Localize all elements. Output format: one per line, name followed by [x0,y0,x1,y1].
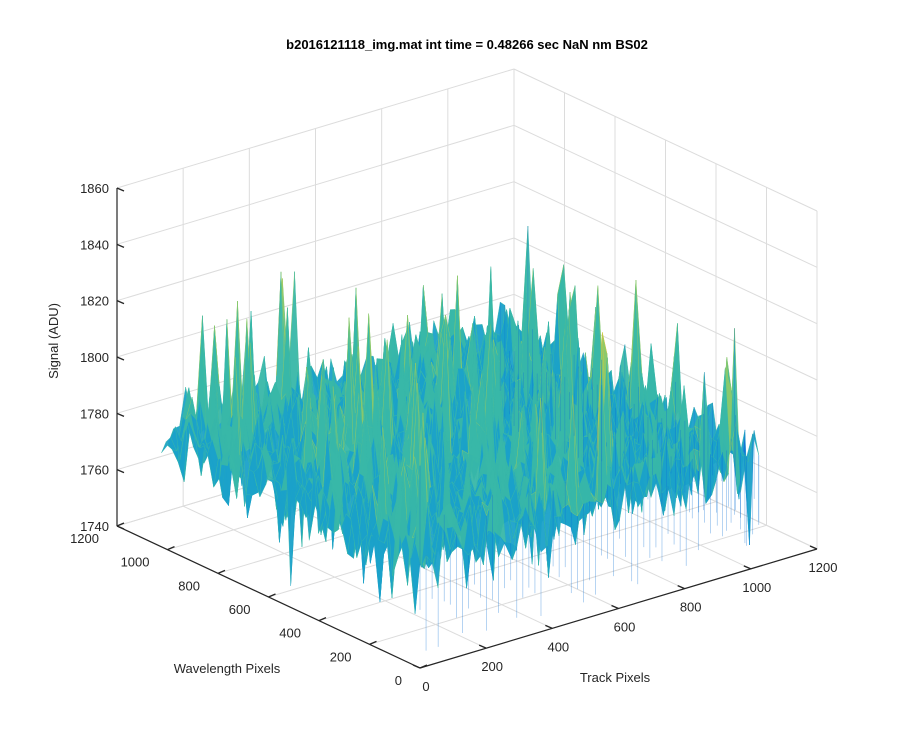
chart-title: b2016121118_img.mat int time = 0.48266 s… [286,37,648,52]
x-tick-mark [743,565,752,570]
sidewall-gridline-z [513,181,818,325]
backwall-gridline-z [116,124,515,245]
x-tick-mark [412,664,421,669]
x-tick-label: 200 [481,659,503,674]
y-tick-label: 1000 [121,555,150,570]
x-tick-mark [611,604,619,610]
x-tick-label: 600 [614,620,636,635]
z-tick-label: 1740 [80,519,109,534]
y-tick-mark [116,522,125,527]
z-tick-mark [116,300,125,305]
x-tick-mark [677,585,685,590]
backwall-gridline-z [116,237,515,358]
x-tick-mark [809,545,818,550]
x-tick-mark [545,624,553,629]
z-tick-mark [116,243,125,248]
x-axis-label: Track Pixels [580,670,651,685]
y-axis-ticks: 0 200 400 600 800 1000 1200 [70,522,428,688]
y-tick-mark [167,546,175,551]
x-tick-label: 0 [422,679,429,694]
z-axis-ticks: 1740 1760 1780 1800 1820 1840 1860 [80,181,125,534]
z-tick-mark [116,187,125,192]
y-tick-mark [419,664,428,669]
x-tick-label: 400 [547,639,569,654]
y-tick-mark [268,593,276,598]
y-tick-label: 400 [279,626,301,641]
z-tick-mark [116,525,125,530]
y-tick-label: 200 [330,649,352,664]
y-tick-label: 1200 [70,531,99,546]
y-tick-mark [318,617,327,622]
backwall-gridline-z [116,293,515,414]
z-tick-label: 1860 [80,181,109,196]
z-axis-label: Signal (ADU) [46,303,61,379]
surface-mesh [161,226,760,651]
x-tick-label: 800 [680,600,702,615]
sidewall-gridline-z [513,124,818,268]
z-tick-label: 1840 [80,237,109,252]
z-tick-label: 1760 [80,463,109,478]
floor-gridline-y [369,524,767,645]
y-tick-label: 800 [178,578,200,593]
x-tick-label: 1000 [742,580,771,595]
y-tick-mark [369,640,377,645]
z-tick-label: 1780 [80,406,109,421]
y-tick-mark [217,569,226,574]
sidewall-gridline-z [513,237,818,381]
x-tick-label: 1200 [809,560,838,575]
x-axis-ticks: 0 200 400 600 800 1000 1200 [412,545,838,694]
backwall-gridline-z [116,181,515,302]
y-tick-label: 600 [229,602,251,617]
z-tick-mark [116,469,125,474]
x-tick-mark [478,644,487,649]
y-tick-label: 0 [395,673,402,688]
z-tick-mark [116,412,125,417]
z-tick-label: 1820 [80,294,109,309]
z-tick-mark [116,356,125,361]
backwall-gridline-z [116,68,515,189]
z-tick-label: 1800 [80,350,109,365]
y-axis-label: Wavelength Pixels [174,661,281,676]
sidewall-gridline-z [513,68,818,212]
